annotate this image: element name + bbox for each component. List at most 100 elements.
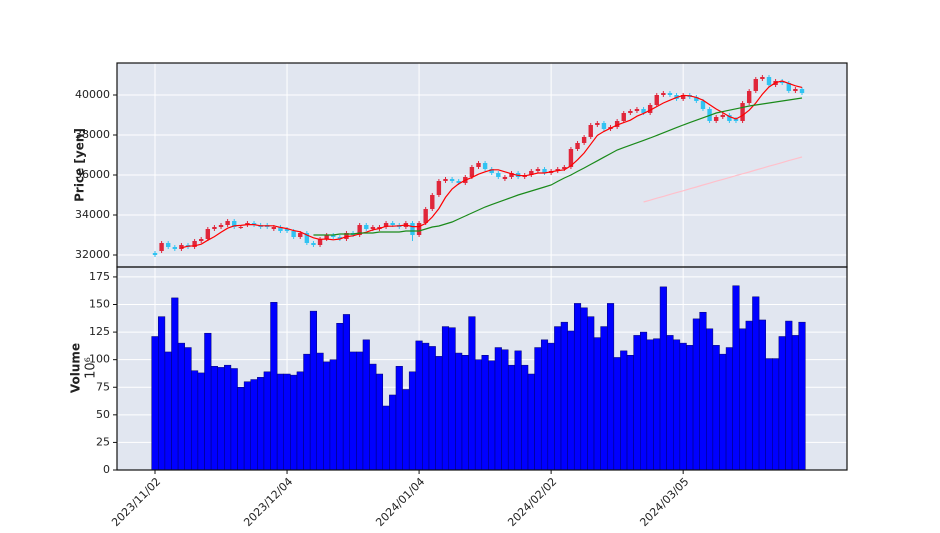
candle-body [192,241,197,247]
candle-body [311,243,316,245]
volume-bar [739,328,747,471]
candle-body [443,179,448,181]
volume-bar [441,326,450,471]
marks [151,75,806,471]
volume-bar [521,364,529,471]
candle-body [152,253,158,255]
candle-body [291,231,296,237]
volume-bar [336,323,344,471]
candle-body [416,223,422,235]
volume-axis-label: Volume [69,343,83,393]
candle-body [575,143,580,149]
volume-bar [653,338,661,471]
candle-body [199,239,204,241]
volume-bar [408,371,417,471]
candle-body [786,83,791,91]
y-tick-label: 125 [89,325,110,338]
volume-bar [587,316,595,471]
price-axis-label: Price [yen] [73,128,87,202]
candle-body [595,123,600,125]
candle-body [436,181,442,195]
volume-bar [303,353,311,471]
y-tick-label: 32000 [75,248,110,261]
candle-body [753,79,758,91]
volume-bar [217,367,225,471]
candle-body [760,77,765,79]
moving-average-line [643,156,803,203]
volume-bar [659,286,667,471]
candle-body [410,223,415,235]
candle-body [746,91,752,103]
volume-bar [164,351,172,471]
volume-bar [646,339,654,471]
candle-body [720,115,725,117]
candle-body [449,179,455,181]
moving-average-line [313,97,803,236]
volume-bar [151,336,159,471]
candle-body [357,225,362,235]
candle-body [654,95,659,105]
volume-bar [468,316,476,471]
y-tick-label: 0 [103,463,110,476]
volume-bar [606,303,615,471]
candle-body [667,93,673,95]
candle-body [661,93,666,95]
volume-bar [785,320,793,471]
volume-bar [554,326,562,471]
candle-body [238,227,244,228]
volume-bar [686,345,694,471]
candle-body [364,225,369,229]
y-tick-label: 100 [89,353,110,366]
candle-body [383,223,389,227]
y-tick-label: 38000 [75,128,110,141]
candle-body [740,103,745,121]
volume-bar [158,316,166,471]
moving-average-line [181,80,803,249]
candle-body [793,89,798,91]
candle-body [628,111,633,113]
candle-body [159,243,164,251]
candle-body [232,221,237,227]
candle-body [509,173,514,177]
volume-bar [323,361,331,471]
candle-body [535,169,541,171]
candle-body [502,177,508,179]
candle-body [581,137,587,143]
volume-bar [765,358,773,471]
volume-bar [725,347,733,471]
candle-body [218,225,224,227]
x-tick-label: 2024/01/04 [373,475,427,529]
volume-bar [455,352,463,471]
candle-body [317,239,323,245]
volume-bar [461,355,469,471]
volume-bar [501,349,509,471]
volume-bar [375,373,384,471]
candle-body [179,245,184,249]
candle-body [766,77,772,85]
candle-body [542,169,547,173]
volume-bar [560,321,568,471]
volume-bar [243,381,251,471]
volume-bar [699,311,707,471]
volume-bar [772,358,780,471]
volume-bar [210,366,218,471]
volume-bar [329,359,337,471]
volume-bar [389,394,397,471]
candle-body [469,167,475,177]
candle-body [212,227,217,229]
volume-bar [679,342,687,471]
candle-body [647,105,653,113]
volume-bar [507,364,516,471]
volume-bar [276,373,284,471]
volume-axis-unit: 10⁶ [84,357,99,379]
volume-bar [547,342,555,471]
candle-body [568,149,574,167]
volume-bar [613,357,621,471]
x-tick-label: 2023/12/04 [241,475,295,529]
candle-body [205,229,211,239]
candle-body [733,119,739,121]
volume-bar [692,318,700,471]
volume-bar [342,314,351,471]
y-tick-label: 50 [96,408,110,421]
y-tick-label: 36000 [75,168,110,181]
